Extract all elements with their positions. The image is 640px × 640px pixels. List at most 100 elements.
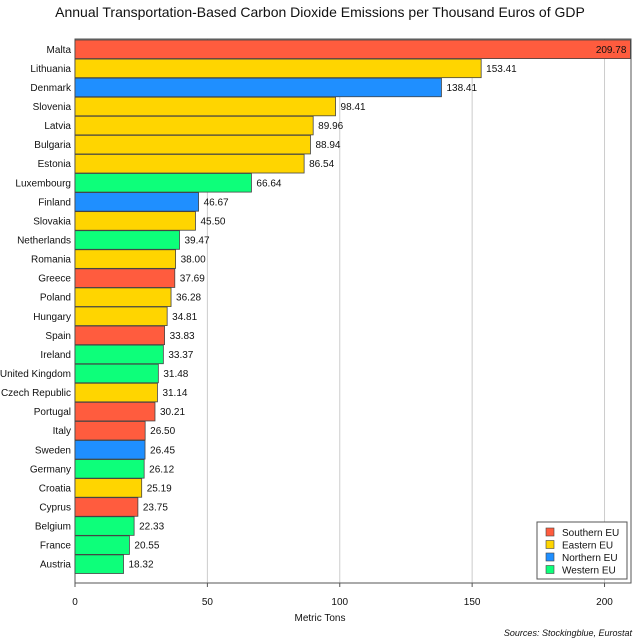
- bar: [74, 287, 172, 307]
- value-label: 89.96: [318, 121, 343, 132]
- value-label: 31.48: [163, 369, 188, 380]
- category-label: Bulgaria: [34, 140, 71, 151]
- category-label: Belgium: [35, 522, 71, 533]
- category-label: Portugal: [34, 407, 71, 418]
- bar: [74, 554, 124, 574]
- value-label: 86.54: [309, 159, 334, 170]
- value-label: 38.00: [181, 255, 206, 266]
- value-label: 18.32: [129, 560, 154, 571]
- value-label: 20.55: [134, 541, 159, 552]
- bar: [74, 77, 442, 98]
- category-label: Croatia: [39, 483, 72, 494]
- legend-swatch: [545, 565, 555, 574]
- category-label: Estonia: [38, 159, 72, 170]
- legend-label: Eastern EU: [562, 541, 613, 552]
- category-label: Austria: [40, 560, 72, 571]
- value-label: 153.41: [486, 64, 517, 75]
- bar: [74, 230, 180, 250]
- category-label: Cyprus: [39, 502, 71, 513]
- bar: [74, 478, 143, 498]
- category-label: France: [40, 541, 72, 552]
- value-label: 23.75: [143, 502, 168, 513]
- bar: [74, 325, 165, 346]
- value-label: 26.45: [150, 445, 175, 456]
- bar: [74, 401, 156, 422]
- x-tick-label: 50: [202, 597, 214, 608]
- bar: [74, 344, 164, 365]
- bar: [74, 211, 196, 231]
- bar: [74, 363, 159, 384]
- bar: [74, 440, 146, 460]
- x-tick-label: 200: [596, 597, 613, 608]
- value-label: 26.50: [150, 426, 175, 437]
- value-label: 25.19: [147, 483, 172, 494]
- bar: [74, 249, 177, 269]
- bar: [74, 134, 311, 155]
- legend-swatch: [545, 540, 555, 549]
- legend-label: Southern EU: [562, 528, 619, 539]
- value-label: 30.21: [160, 407, 185, 418]
- value-label: 138.41: [446, 83, 477, 94]
- category-label: Romania: [31, 255, 71, 266]
- x-tick-label: 150: [464, 597, 481, 608]
- category-label: Latvia: [44, 121, 71, 132]
- x-axis-label: Metric Tons: [295, 613, 346, 624]
- gridlines: [206, 39, 606, 583]
- bar: [74, 154, 305, 174]
- category-label: Spain: [45, 331, 71, 342]
- category-label: Czech Republic: [1, 388, 71, 399]
- bar: [74, 173, 252, 193]
- category-label: Finland: [38, 197, 71, 208]
- value-label: 37.69: [180, 274, 205, 285]
- x-axis-ticks: 0 50 100 150 200: [72, 583, 613, 608]
- value-label: 26.12: [149, 464, 174, 475]
- bar: [74, 306, 168, 326]
- category-label: Sweden: [35, 445, 71, 456]
- category-label: Lithuania: [30, 64, 71, 75]
- bar: [74, 39, 631, 60]
- category-label: Slovakia: [33, 216, 71, 227]
- category-label: Ireland: [40, 350, 71, 361]
- value-label: 33.83: [170, 331, 195, 342]
- x-tick-label: 0: [72, 597, 78, 608]
- category-label: Hungary: [33, 312, 71, 323]
- x-tick-label: 100: [331, 597, 348, 608]
- source-note: Sources: Stockingblue, Eurostat: [504, 628, 633, 638]
- value-label: 46.67: [204, 197, 229, 208]
- bar: [74, 516, 135, 536]
- value-label: 66.64: [256, 178, 281, 189]
- value-label: 39.47: [185, 236, 210, 247]
- bar: [74, 382, 158, 403]
- value-label: 88.94: [315, 140, 340, 151]
- bar: [74, 58, 482, 79]
- bar: [74, 192, 199, 212]
- chart-title: Annual Transportation-Based Carbon Dioxi…: [55, 4, 585, 20]
- value-label: 31.14: [162, 388, 187, 399]
- category-label: Poland: [40, 293, 71, 304]
- category-label: United Kingdom: [0, 369, 71, 380]
- value-label: 209.78: [596, 45, 627, 56]
- value-label: 33.37: [168, 350, 193, 361]
- value-label: 22.33: [139, 522, 164, 533]
- legend-label: Western EU: [562, 566, 616, 577]
- category-label: Netherlands: [17, 236, 71, 247]
- value-label: 34.81: [172, 312, 197, 323]
- bars-group: Malta 209.78 Lithuania 153.41 Denmark 138.41 S…: [0, 39, 631, 574]
- category-label: Greece: [38, 274, 71, 285]
- bar: [74, 497, 139, 517]
- category-label: Slovenia: [33, 102, 72, 113]
- category-label: Luxembourg: [15, 178, 71, 189]
- legend-label: Northern EU: [562, 553, 618, 564]
- category-label: Germany: [30, 464, 71, 475]
- bar: [74, 535, 130, 555]
- bar: [74, 459, 145, 479]
- bar: [74, 115, 314, 136]
- value-label: 98.41: [341, 102, 366, 113]
- bar: [74, 96, 336, 117]
- legend-swatch: [545, 527, 555, 537]
- category-label: Malta: [47, 45, 72, 56]
- category-label: Italy: [53, 426, 71, 437]
- value-label: 45.50: [200, 216, 225, 227]
